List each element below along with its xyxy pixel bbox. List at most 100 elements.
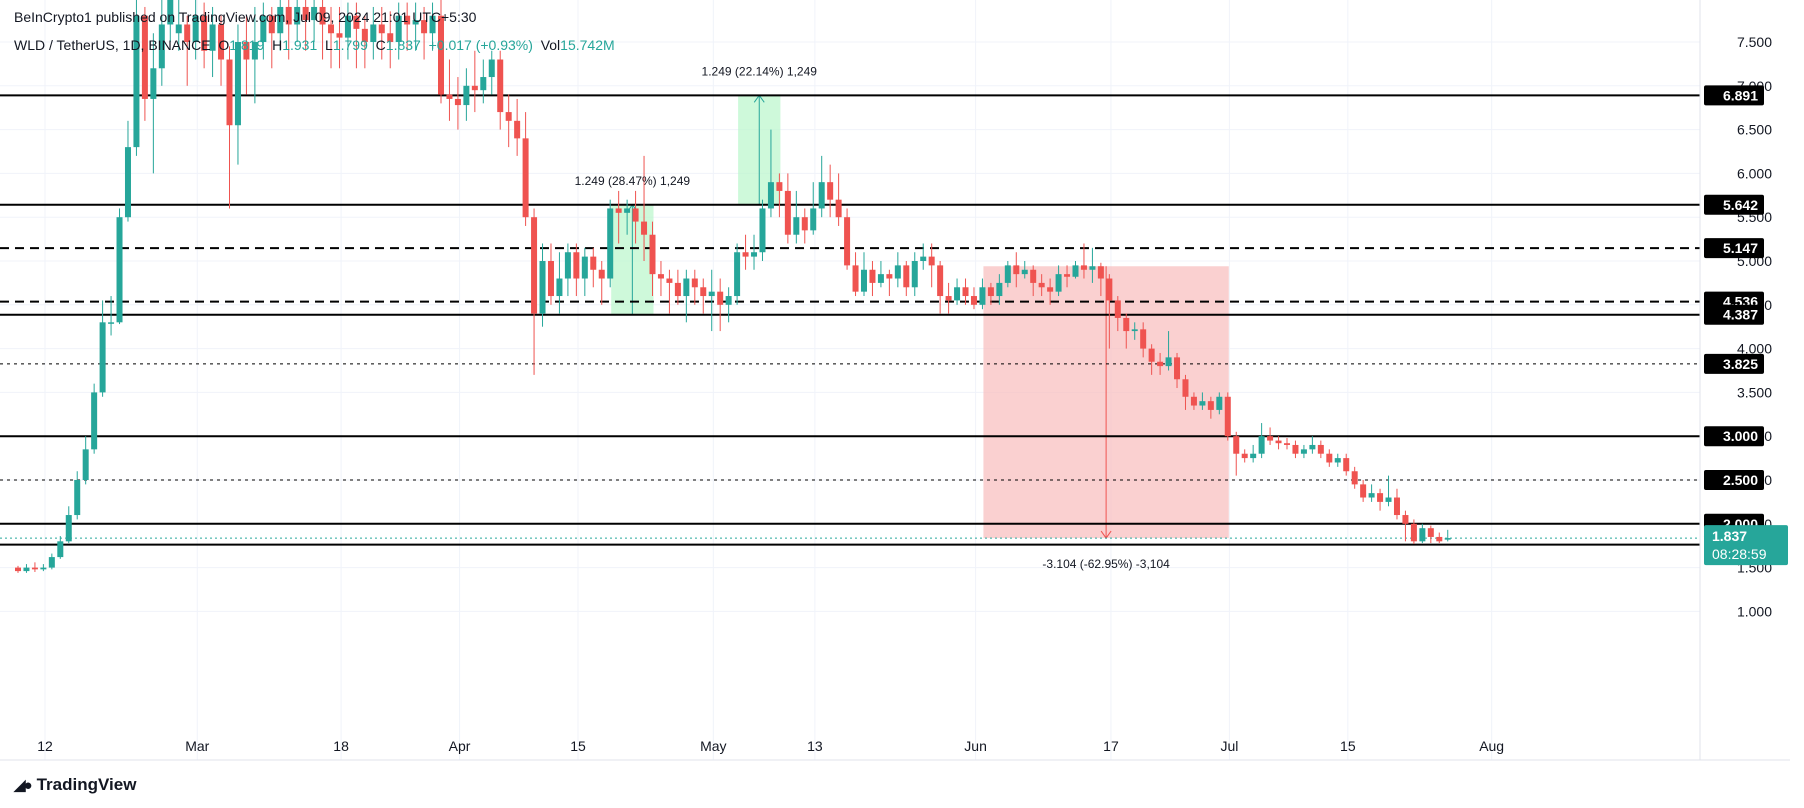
candle-body (285, 6, 292, 25)
candle-body (835, 199, 842, 218)
price-tick-label: 6.500 (1737, 122, 1772, 138)
candle-body (801, 217, 808, 231)
measure-label: 1.249 (22.14%) 1,249 (702, 64, 818, 78)
level-badge-bg (1704, 238, 1764, 259)
candle-body (412, 20, 419, 25)
candle-body (1241, 453, 1248, 459)
candle-body (928, 256, 935, 266)
candle-body (1174, 357, 1181, 380)
candle-body (657, 274, 664, 279)
candlesticks (15, 0, 1451, 573)
candle-body (404, 15, 411, 25)
candle-body (454, 98, 461, 106)
candle-body (759, 208, 766, 253)
tradingview-wordmark: TradingView (36, 775, 137, 794)
candle-body (1351, 471, 1358, 485)
level-badge-label: 3.000 (1723, 428, 1758, 444)
candle-body (1114, 300, 1121, 318)
candle-body (480, 77, 487, 91)
candle-body (683, 278, 690, 297)
symbol-name[interactable]: WLD / TetherUS, 1D, BINANCE (14, 37, 211, 53)
candle-body (311, 6, 318, 21)
candle-body (116, 217, 123, 323)
candle-body (446, 94, 453, 99)
candle-body (387, 33, 394, 42)
time-tick-label: 13 (807, 738, 823, 754)
candle-body (641, 221, 648, 235)
candle-body (133, 15, 140, 148)
candle-body (1165, 357, 1172, 367)
candle-body (996, 282, 1003, 297)
candle-body (294, 6, 301, 25)
candle-body (674, 282, 681, 297)
symbol-legend: WLD / TetherUS, 1D, BINANCE O1.819 H1.93… (14, 37, 615, 53)
current-price-badge (1704, 525, 1788, 566)
level-badge-bg (1704, 194, 1764, 215)
candle-body (573, 252, 580, 279)
measurement-zones (611, 94, 1229, 539)
candle-body (877, 274, 884, 283)
candle-body (1317, 444, 1324, 454)
candle-body (150, 68, 157, 99)
candle-body (1216, 396, 1223, 410)
candle-body (268, 15, 275, 34)
candle-body (1030, 269, 1037, 283)
candle-body (564, 252, 571, 279)
candle-body (184, 24, 191, 42)
candle-body (74, 480, 81, 516)
candle-body (192, 15, 199, 42)
candle-body (1021, 269, 1028, 275)
price-tick-label: 4.000 (1737, 341, 1772, 357)
candle-body (700, 287, 707, 297)
candle-body (784, 190, 791, 235)
candle-body (1444, 538, 1451, 540)
candle-body (979, 287, 986, 305)
candle-body (40, 567, 47, 570)
candle-body (531, 217, 538, 314)
horizontal-levels[interactable] (0, 94, 1700, 546)
candle-body (1258, 436, 1265, 454)
level-badge-bg (1704, 304, 1764, 325)
low-value: 1.799 (332, 37, 368, 53)
candle-body (260, 15, 267, 42)
candle-body (1402, 515, 1409, 524)
candle-body (1106, 278, 1113, 301)
candle-body (201, 15, 208, 51)
candle-body (522, 138, 529, 218)
candle-body (514, 120, 521, 139)
candle-body (336, 33, 343, 38)
candle-body (1284, 443, 1290, 445)
candle-body (141, 15, 148, 99)
chart-header: BeInCrypto1 published on TradingView.com… (14, 9, 615, 53)
candle-body (226, 59, 233, 126)
level-badge-label: 6.891 (1723, 87, 1758, 103)
candle-body (1427, 528, 1434, 537)
candle-body (539, 261, 546, 314)
candle-body (1004, 265, 1011, 283)
candle-body (48, 557, 55, 568)
candle-body (598, 269, 605, 279)
candle-body (937, 265, 944, 297)
candle-body (962, 287, 969, 297)
candle-body (734, 252, 741, 297)
candle-body (108, 322, 115, 324)
candle-body (827, 182, 834, 200)
candle-body (1038, 282, 1045, 288)
time-axis[interactable]: 12 Mar 18 Apr 15 May 13 Jun 17 Jul 15 Aug (37, 738, 1504, 754)
measure-label: -3.104 (-62.95%) -3,104 (1042, 557, 1170, 571)
candle-body (1334, 458, 1341, 463)
time-tick-label: 17 (1103, 738, 1119, 754)
candle-body (1055, 274, 1062, 292)
time-tick-label: 12 (37, 738, 53, 754)
candle-body (776, 182, 783, 191)
candle-body (861, 269, 867, 292)
tradingview-logo[interactable]: ◢● TradingView (14, 775, 136, 795)
high-value: 1.931 (282, 37, 318, 53)
change-value: +0.017 (+0.93%) (428, 37, 533, 53)
candle-body (852, 265, 859, 292)
candle-body (945, 296, 952, 301)
candle-body (615, 208, 622, 213)
countdown-label: 08:28:59 (1712, 546, 1767, 562)
